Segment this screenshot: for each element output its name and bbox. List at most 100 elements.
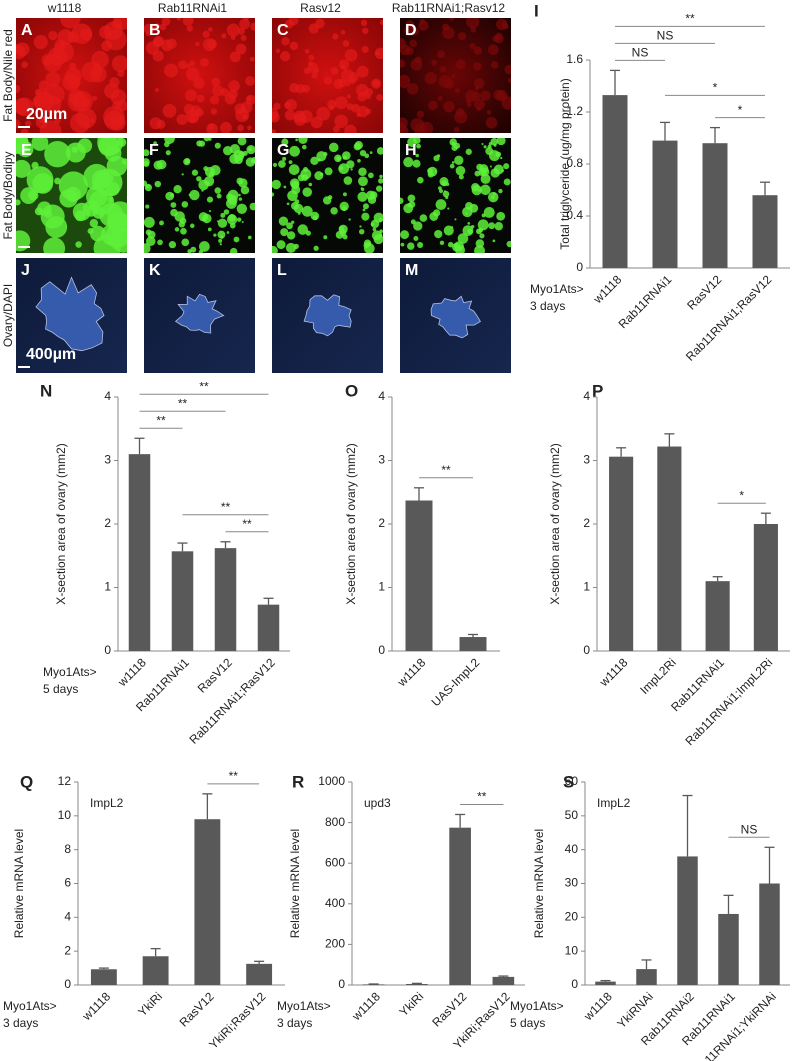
- droplet: [247, 125, 252, 131]
- droplet: [217, 230, 226, 239]
- droplet: [65, 142, 86, 163]
- x-axis-label: Myo1Ats>: [530, 282, 584, 296]
- y-tick-label: 50: [565, 808, 579, 822]
- droplet: [207, 227, 212, 232]
- droplet: [419, 214, 428, 222]
- y-axis-label: Relative mRNA level: [288, 829, 302, 938]
- droplet: [181, 173, 184, 176]
- droplet: [20, 128, 29, 133]
- droplet: [350, 168, 353, 171]
- droplet: [249, 56, 255, 62]
- droplet: [228, 80, 240, 92]
- micrograph: [16, 258, 127, 373]
- y-tick-label: 60: [565, 774, 579, 788]
- droplet: [90, 66, 107, 83]
- droplet: [217, 218, 228, 228]
- droplet: [92, 95, 98, 101]
- droplet: [500, 156, 503, 160]
- droplet: [282, 156, 287, 161]
- droplet: [301, 84, 311, 93]
- droplet: [362, 203, 369, 210]
- panel-letter: M: [405, 262, 418, 279]
- droplet: [234, 103, 246, 115]
- droplet: [289, 145, 300, 157]
- droplet: [75, 108, 97, 129]
- droplet: [278, 160, 286, 168]
- droplet: [195, 41, 200, 47]
- droplet: [449, 163, 455, 169]
- droplet: [378, 178, 383, 184]
- droplet: [376, 94, 383, 101]
- droplet: [449, 18, 455, 21]
- droplet: [376, 147, 383, 155]
- droplet: [359, 225, 362, 228]
- droplet: [465, 148, 472, 155]
- droplet: [198, 249, 203, 253]
- droplet: [457, 233, 469, 244]
- droplet: [144, 243, 151, 253]
- significance-label: **: [221, 500, 231, 514]
- droplet: [330, 66, 339, 75]
- droplet: [406, 242, 415, 250]
- droplet: [324, 167, 333, 176]
- droplet: [113, 18, 127, 30]
- droplet: [412, 159, 421, 168]
- bar: [246, 963, 273, 985]
- x-tick-label: ImpL2Ri: [637, 655, 678, 696]
- droplet: [153, 160, 163, 170]
- x-tick-label: RasV12: [684, 272, 724, 312]
- droplet: [189, 223, 195, 229]
- micrograph: [16, 18, 127, 133]
- droplet: [407, 203, 412, 208]
- y-tick-label: 2: [64, 943, 71, 957]
- droplet: [153, 141, 157, 145]
- micrograph: [16, 138, 127, 253]
- droplet: [176, 18, 181, 21]
- droplet: [203, 138, 210, 142]
- droplet: [202, 30, 210, 38]
- droplet: [166, 38, 177, 49]
- x-axis-label: 5 days: [43, 682, 78, 696]
- droplet: [487, 144, 492, 149]
- droplet: [249, 202, 255, 211]
- droplet: [493, 164, 504, 175]
- droplet: [25, 120, 32, 127]
- droplet: [214, 142, 221, 149]
- droplet: [357, 91, 368, 102]
- droplet: [43, 237, 66, 253]
- significance-label: **: [685, 12, 695, 26]
- droplet: [272, 192, 275, 197]
- x-tick-label: Rab11RNAi1;RasV12: [683, 272, 775, 364]
- droplet: [88, 200, 100, 211]
- droplet: [442, 190, 450, 198]
- droplet: [501, 94, 507, 101]
- droplet: [302, 187, 313, 197]
- droplet: [480, 90, 491, 101]
- droplet: [237, 138, 247, 146]
- droplet: [400, 74, 411, 89]
- droplet: [208, 210, 212, 213]
- droplet: [409, 39, 418, 48]
- droplet: [436, 154, 441, 158]
- droplet: [174, 227, 180, 232]
- droplet: [298, 138, 308, 144]
- droplet: [305, 230, 311, 236]
- column-header: Rab11RNAi1: [158, 1, 227, 15]
- bar: [362, 984, 385, 985]
- bar: [405, 500, 433, 651]
- scale-bar-label: 400µm: [26, 346, 76, 363]
- droplet: [327, 195, 333, 200]
- significance-label: **: [156, 413, 166, 427]
- droplet: [458, 174, 464, 180]
- droplet: [400, 59, 406, 68]
- droplet: [495, 151, 502, 158]
- droplet: [226, 23, 240, 37]
- droplet: [289, 82, 300, 93]
- droplet: [323, 235, 328, 240]
- droplet: [443, 225, 454, 236]
- droplet: [417, 176, 424, 184]
- droplet: [492, 192, 496, 196]
- panel-letter: N: [40, 381, 52, 400]
- droplet: [454, 110, 468, 124]
- droplet: [469, 203, 479, 213]
